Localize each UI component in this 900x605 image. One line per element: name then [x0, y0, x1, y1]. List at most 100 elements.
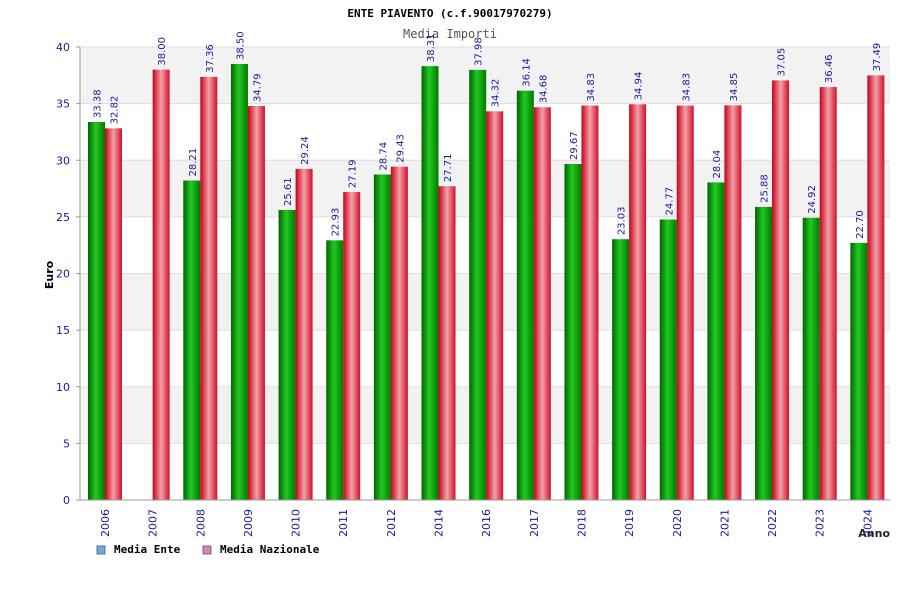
- bar-ente-2018: [564, 163, 582, 500]
- data-labels: 33.38 32.82 38.00 28.21 37.36 38.50 34.79 25.61…: [93, 31, 883, 239]
- legend-swatch-nazionale: [202, 545, 212, 555]
- bar-nazionale-2010: [295, 168, 313, 500]
- data-label-nazionale-2007: 38.00: [157, 37, 168, 66]
- data-label-ente-2019: 23.03: [617, 207, 628, 236]
- data-label-nazionale-2011: 27.19: [348, 159, 359, 188]
- bar-nazionale-2007: [152, 69, 170, 501]
- data-label-nazionale-2012: 29.43: [395, 134, 406, 163]
- y-tick-label: 25: [56, 211, 70, 224]
- x-tick-label: 2009: [242, 509, 255, 537]
- x-tick-label: 2023: [814, 509, 827, 537]
- bar-ente-2021: [707, 182, 725, 500]
- legend-label-nazionale: Media Nazionale: [220, 543, 320, 556]
- bar-ente-2014: [421, 66, 439, 500]
- bar-ente-2010: [278, 209, 296, 501]
- data-label-nazionale-2008: 37.36: [205, 44, 216, 73]
- bar-nazionale-2008: [200, 76, 218, 500]
- data-label-nazionale-2023: 36.46: [824, 54, 835, 83]
- y-tick-label: 35: [56, 98, 70, 111]
- bar-nazionale-2021: [724, 105, 742, 500]
- bar-ente-2006: [88, 121, 105, 500]
- data-label-nazionale-2014: 27.71: [443, 154, 454, 183]
- bar-ente-2019: [612, 239, 630, 501]
- bar-ente-2024: [850, 242, 868, 501]
- bar-ente-2017: [516, 90, 534, 500]
- y-tick-label: 40: [56, 41, 70, 54]
- chart-subtitle: Media Importi: [403, 27, 497, 41]
- data-label-nazionale-2021: 34.85: [729, 73, 740, 102]
- bar-ente-2022: [755, 206, 773, 500]
- bar-ente-2009: [230, 63, 248, 501]
- legend: Media Ente Media Nazionale: [96, 543, 320, 556]
- data-label-nazionale-2019: 34.94: [634, 72, 645, 101]
- data-label-ente-2008: 28.21: [188, 148, 199, 177]
- data-label-ente-2014: 38.31: [426, 33, 437, 62]
- y-tick-label: 15: [56, 324, 70, 337]
- chart-title: ENTE PIAVENTO (c.f.90017970279): [347, 7, 552, 20]
- bar-nazionale-2020: [676, 105, 694, 501]
- bar-ente-2012: [373, 174, 391, 500]
- y-tick-label: 20: [56, 268, 70, 281]
- x-tick-label: 2014: [433, 509, 446, 537]
- x-tick-label: 2021: [718, 509, 731, 537]
- data-label-nazionale-2024: 37.49: [872, 43, 883, 72]
- bar-ente-2023: [802, 217, 820, 500]
- bar-nazionale-2024: [867, 75, 885, 500]
- y-tick-label: 10: [56, 381, 70, 394]
- bar-nazionale-2016: [486, 111, 504, 501]
- bar-nazionale-2019: [629, 104, 647, 500]
- x-axis-label: Anno: [858, 527, 890, 540]
- x-tick-label: 2017: [528, 509, 541, 537]
- data-label-nazionale-2018: 34.83: [586, 73, 597, 102]
- data-label-ente-2012: 28.74: [378, 142, 389, 171]
- data-label-nazionale-2006: 32.82: [110, 96, 121, 125]
- bar-ente-2016: [469, 69, 487, 501]
- x-tick-label: 2024: [861, 509, 874, 537]
- data-label-ente-2009: 38.50: [235, 31, 246, 60]
- x-tick-label: 2010: [290, 509, 303, 537]
- bar-nazionale-2018: [581, 105, 599, 501]
- x-tick-label: 2016: [480, 509, 493, 537]
- y-axis-ticks: 0 5 10 15 20 25 30 35 40: [56, 41, 80, 507]
- data-label-ente-2011: 22.93: [331, 208, 342, 237]
- data-label-nazionale-2009: 34.79: [252, 73, 263, 102]
- bar-ente-2011: [326, 240, 344, 500]
- data-label-ente-2024: 22.70: [855, 210, 866, 239]
- x-tick-label: 2018: [575, 509, 588, 537]
- data-label-nazionale-2017: 34.68: [538, 75, 549, 104]
- data-label-ente-2018: 29.67: [569, 131, 580, 160]
- bar-nazionale-2011: [343, 192, 361, 501]
- x-tick-label: 2019: [623, 509, 636, 537]
- bar-nazionale-2009: [247, 106, 265, 501]
- data-label-ente-2022: 25.88: [760, 174, 771, 203]
- x-tick-label: 2022: [766, 509, 779, 537]
- data-label-ente-2016: 37.98: [474, 37, 485, 66]
- bar-nazionale-2022: [772, 80, 790, 500]
- bar-nazionale-2006: [105, 128, 122, 500]
- data-label-nazionale-2010: 29.24: [300, 136, 311, 165]
- bar-nazionale-2014: [438, 186, 456, 500]
- x-axis-ticks: 2006 2007 2008 2009 2010 2011 2012 2014 2016 2017…: [99, 509, 874, 537]
- x-tick-label: 2011: [337, 509, 350, 537]
- data-label-ente-2021: 28.04: [712, 150, 723, 179]
- bar-nazionale-2012: [390, 166, 408, 500]
- x-tick-label: 2020: [671, 509, 684, 537]
- y-tick-label: 30: [56, 154, 70, 167]
- y-tick-label: 5: [63, 437, 70, 450]
- data-label-nazionale-2022: 37.05: [777, 48, 788, 77]
- data-label-ente-2017: 36.14: [521, 58, 532, 87]
- data-label-ente-2010: 25.61: [283, 177, 294, 206]
- y-axis-label: Euro: [43, 260, 56, 289]
- bar-ente-2020: [659, 219, 677, 501]
- data-label-nazionale-2020: 34.83: [681, 73, 692, 102]
- legend-swatch-ente: [96, 545, 106, 555]
- x-tick-label: 2006: [99, 509, 112, 537]
- bar-ente-2008: [183, 180, 201, 501]
- x-tick-label: 2008: [194, 509, 207, 537]
- bars: [88, 63, 885, 501]
- x-tick-label: 2007: [147, 509, 160, 537]
- data-label-ente-2006: 33.38: [93, 89, 104, 118]
- data-label-ente-2020: 24.77: [664, 187, 675, 216]
